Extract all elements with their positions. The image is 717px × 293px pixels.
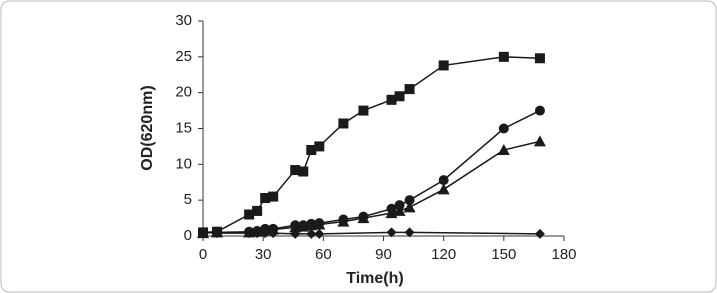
marker xyxy=(393,204,406,216)
marker xyxy=(314,228,325,239)
marker xyxy=(498,123,509,134)
marker xyxy=(386,227,397,238)
marker xyxy=(268,191,279,202)
marker xyxy=(290,165,301,176)
marker xyxy=(394,91,405,102)
marker xyxy=(252,205,263,216)
marker xyxy=(534,105,545,116)
marker xyxy=(289,221,302,233)
marker xyxy=(358,105,369,116)
y-tick-label: 0 xyxy=(184,227,192,244)
marker xyxy=(306,145,317,155)
marker xyxy=(244,228,255,239)
marker xyxy=(314,141,325,152)
y-tick-label: 20 xyxy=(175,84,192,101)
x-tick-label: 180 xyxy=(551,246,576,263)
y-tick-label: 15 xyxy=(175,119,192,136)
marker xyxy=(290,228,301,239)
marker xyxy=(337,215,350,227)
marker xyxy=(404,195,415,206)
marker xyxy=(252,228,263,239)
y-tick-label: 30 xyxy=(175,12,192,29)
marker xyxy=(260,193,271,204)
marker xyxy=(438,60,449,71)
marker xyxy=(404,84,415,95)
y-tick-label: 5 xyxy=(184,191,192,208)
x-tick-label: 0 xyxy=(199,246,207,263)
marker xyxy=(534,53,545,64)
marker xyxy=(386,94,397,105)
x-tick-label: 30 xyxy=(255,246,272,263)
marker xyxy=(244,209,255,220)
x-tick-label: 60 xyxy=(315,246,332,263)
marker xyxy=(403,201,416,213)
marker xyxy=(305,219,318,231)
marker xyxy=(533,135,546,147)
marker xyxy=(497,144,510,155)
x-tick-label: 150 xyxy=(491,246,516,263)
x-tick-label: 120 xyxy=(431,246,456,263)
marker xyxy=(260,228,271,239)
x-axis-label: Time(h) xyxy=(346,270,403,287)
y-tick-label: 10 xyxy=(175,155,192,172)
x-tick-label: 90 xyxy=(375,246,392,263)
marker xyxy=(357,212,370,224)
marker xyxy=(212,228,223,239)
marker xyxy=(404,227,415,238)
y-axis-label: OD(620nm) xyxy=(139,85,156,170)
marker xyxy=(438,175,449,186)
marker xyxy=(338,118,349,129)
marker xyxy=(268,228,279,239)
marker xyxy=(498,51,509,62)
marker xyxy=(298,166,309,177)
marker xyxy=(306,228,317,239)
marker xyxy=(437,183,450,195)
marker xyxy=(313,218,326,230)
marker xyxy=(198,227,208,238)
marker xyxy=(534,228,545,239)
y-tick-label: 25 xyxy=(175,48,192,65)
